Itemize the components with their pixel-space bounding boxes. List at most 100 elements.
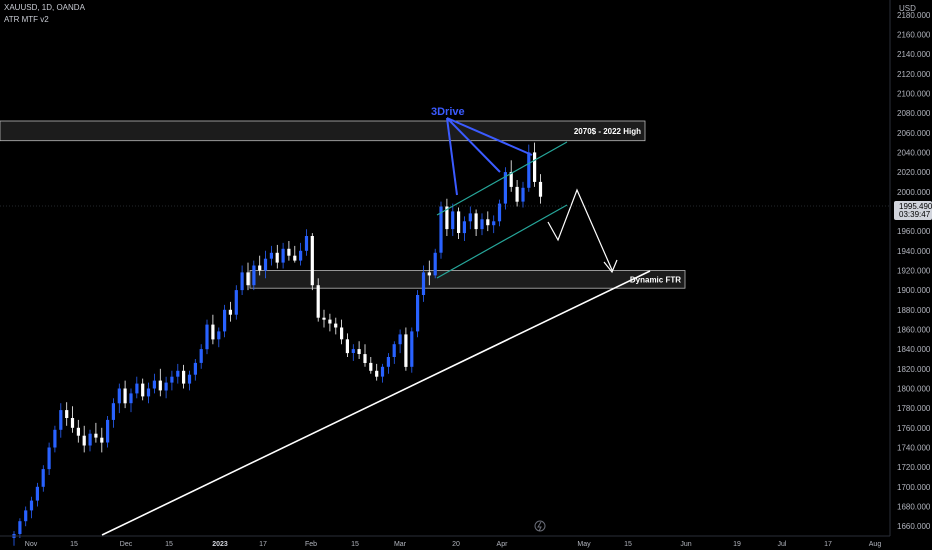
- candle-body: [269, 252, 273, 259]
- candle-body: [533, 152, 537, 182]
- candle-body: [158, 380, 162, 391]
- candle: [351, 344, 355, 361]
- candle-body: [486, 219, 490, 226]
- candle: [293, 245, 297, 263]
- price-tick-label: 1820.000: [897, 365, 931, 374]
- price-tick-label: 1840.000: [897, 345, 931, 354]
- price-tick-label: 1660.000: [897, 522, 931, 531]
- candle-body: [316, 285, 320, 318]
- candle: [164, 376, 168, 399]
- candle-body: [170, 376, 174, 383]
- candle-body: [76, 427, 80, 436]
- candle-body: [53, 429, 57, 448]
- candle: [111, 398, 115, 428]
- price-tick-label: 2160.000: [897, 30, 931, 39]
- candle: [515, 180, 519, 207]
- time-tick-label: 15: [165, 541, 173, 548]
- candle-body: [310, 236, 314, 286]
- candle-body: [88, 433, 92, 446]
- candle-body: [65, 410, 69, 418]
- candle: [59, 403, 63, 438]
- candle-body: [369, 362, 373, 371]
- candle: [129, 388, 133, 413]
- candle-body: [345, 339, 349, 354]
- candle: [492, 215, 496, 234]
- candle-body: [211, 324, 215, 340]
- candle-body: [334, 323, 338, 328]
- candles-layer: [12, 142, 543, 546]
- candle: [345, 333, 349, 357]
- candle: [146, 382, 151, 404]
- price-tick-label: 1880.000: [897, 306, 931, 315]
- candle: [369, 357, 373, 374]
- candle: [199, 344, 203, 369]
- candle: [258, 255, 262, 276]
- zone-label: Dynamic FTR: [630, 275, 681, 284]
- candle: [205, 319, 209, 355]
- candle-body: [375, 370, 379, 377]
- candle-body: [357, 349, 361, 354]
- time-tick-label: 15: [624, 541, 632, 548]
- time-tick-label: 2023: [212, 541, 228, 548]
- candle-body: [123, 388, 127, 404]
- candle-body: [521, 187, 525, 202]
- candle: [65, 402, 69, 426]
- candle-body: [176, 370, 180, 377]
- candle-body: [263, 258, 268, 271]
- candle-body: [199, 349, 203, 363]
- candle: [538, 174, 543, 204]
- zone-label: 2070$ - 2022 High: [574, 127, 641, 136]
- candle: [117, 383, 121, 414]
- zones-layer: 2070$ - 2022 High Dynamic FTR: [0, 120, 686, 289]
- candle-body: [182, 370, 186, 384]
- price-tick-label: 1740.000: [897, 444, 931, 453]
- candle: [445, 198, 449, 236]
- candle-body: [82, 435, 86, 446]
- candle: [334, 317, 338, 335]
- candle-body: [433, 252, 437, 276]
- candle-body: [240, 272, 244, 291]
- channel-upper-line: [436, 141, 568, 216]
- candle-body: [404, 334, 408, 367]
- candle-body: [41, 469, 45, 487]
- countdown-value: 03:39:47: [899, 210, 931, 219]
- candle: [176, 363, 180, 384]
- candle-body: [299, 250, 303, 261]
- candle-body: [515, 186, 519, 202]
- candle-body: [146, 388, 151, 397]
- lightning-icon[interactable]: [534, 520, 546, 532]
- price-tick-label: 2000.000: [897, 188, 931, 197]
- candle: [421, 265, 426, 302]
- candle: [47, 442, 51, 475]
- candle: [386, 353, 390, 374]
- candle: [35, 482, 39, 507]
- candle: [275, 244, 279, 269]
- candle: [123, 380, 127, 409]
- time-tick-label: 15: [351, 541, 359, 548]
- candle-body: [135, 383, 139, 394]
- candle: [299, 242, 303, 266]
- candle-body: [258, 265, 262, 271]
- candle-body: [328, 319, 332, 324]
- time-tick-label: Apr: [497, 541, 509, 548]
- candle: [76, 419, 80, 443]
- candle-body: [492, 221, 496, 226]
- candle-body: [281, 248, 285, 263]
- candle-body: [421, 272, 426, 295]
- indicator-label[interactable]: ATR MTF v2: [4, 15, 49, 24]
- time-tick-label: Nov: [25, 541, 38, 548]
- drive-line-2: [446, 117, 501, 173]
- candle: [363, 344, 367, 367]
- candle: [234, 285, 238, 320]
- candle: [433, 248, 437, 279]
- price-tick-label: 1920.000: [897, 267, 931, 276]
- candle: [533, 142, 537, 187]
- candle-body: [462, 221, 466, 234]
- candle: [70, 406, 75, 433]
- price-axis-currency: USD: [899, 4, 916, 13]
- candle-body: [439, 206, 443, 253]
- candle-body: [293, 255, 297, 261]
- candle-body: [100, 437, 104, 443]
- candle: [170, 370, 174, 391]
